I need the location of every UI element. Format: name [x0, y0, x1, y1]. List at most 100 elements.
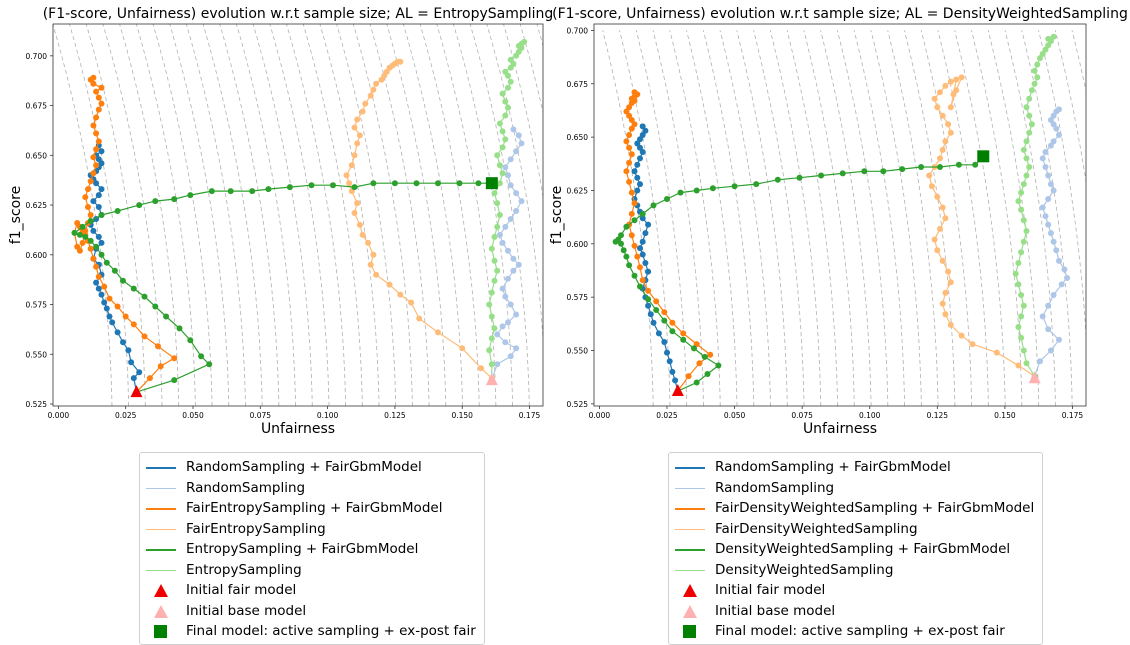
data-point — [1021, 181, 1027, 187]
data-point — [96, 234, 102, 240]
y-tick-label: 0.625 — [26, 201, 48, 210]
data-point — [948, 130, 954, 136]
data-point — [519, 140, 525, 146]
data-point — [494, 200, 500, 206]
data-point — [123, 314, 129, 320]
data-point — [645, 303, 651, 309]
data-point — [519, 198, 525, 204]
data-point — [932, 237, 938, 243]
legend-label: Initial fair model — [715, 582, 825, 598]
data-point — [994, 350, 1000, 356]
x-axis-label: Unfairness — [803, 421, 877, 437]
data-point — [613, 239, 619, 245]
series-line — [616, 156, 984, 391]
data-point — [1024, 104, 1030, 110]
legend-item: FairEntropySampling — [146, 519, 476, 540]
data-point — [1015, 324, 1021, 330]
legend-swatch — [675, 501, 705, 515]
y-tick-label: 0.600 — [567, 240, 589, 249]
y-axis-label: f1_score — [549, 186, 565, 244]
data-point — [489, 314, 495, 320]
legend-label: FairDensityWeightedSampling — [715, 521, 918, 537]
data-point — [1018, 249, 1024, 255]
data-point — [90, 123, 96, 129]
data-point — [136, 369, 142, 375]
data-point — [93, 280, 99, 286]
data-point — [715, 363, 721, 369]
data-point — [1015, 260, 1021, 266]
data-point — [435, 180, 441, 186]
data-point — [918, 164, 924, 170]
data-point — [494, 152, 500, 158]
data-point — [623, 254, 629, 260]
data-point — [171, 355, 177, 361]
data-point — [508, 57, 514, 63]
x-tick-label: 0.075 — [250, 411, 272, 420]
data-point — [104, 260, 110, 266]
data-point — [152, 304, 158, 310]
data-point — [131, 321, 137, 327]
data-point — [637, 245, 643, 251]
data-point — [414, 180, 420, 186]
contour-line — [587, 24, 646, 406]
data-point — [1040, 155, 1046, 161]
data-point — [502, 69, 508, 75]
y-tick-label: 0.675 — [567, 80, 589, 89]
data-point — [352, 184, 358, 190]
contour-line — [720, 30, 771, 406]
data-point — [99, 101, 105, 107]
legend-label: RandomSampling + FairGbmModel — [715, 459, 951, 475]
legend-label: Initial base model — [186, 603, 306, 619]
data-point — [131, 375, 137, 381]
data-point — [618, 232, 624, 238]
data-point — [120, 278, 126, 284]
contour-line — [637, 24, 696, 406]
series-randomsampling — [489, 126, 525, 383]
data-point — [370, 180, 376, 186]
data-point — [880, 168, 886, 174]
data-point — [1037, 358, 1043, 364]
data-point — [397, 59, 403, 65]
data-point — [661, 309, 667, 315]
data-point — [155, 343, 161, 349]
data-point — [136, 202, 142, 208]
legend-item: FairEntropySampling + FairGbmModel — [146, 498, 476, 519]
data-point — [93, 264, 99, 270]
contour-line — [1072, 30, 1123, 406]
data-point — [115, 329, 121, 335]
data-point — [109, 319, 115, 325]
data-point — [330, 182, 336, 188]
contour-line — [955, 30, 1006, 406]
data-point — [642, 230, 648, 236]
y-tick-label: 0.525 — [567, 400, 589, 409]
data-point — [937, 164, 943, 170]
data-point — [1051, 188, 1057, 194]
data-point — [948, 79, 954, 85]
legend-swatch — [675, 481, 705, 495]
data-point — [1040, 205, 1046, 211]
data-point — [1026, 130, 1032, 136]
contour-line — [770, 30, 821, 406]
data-point — [510, 268, 516, 274]
data-point — [1056, 106, 1062, 112]
data-point — [101, 284, 107, 290]
data-point — [505, 248, 511, 254]
y-tick-label: 0.550 — [26, 350, 48, 359]
data-point — [1034, 74, 1040, 80]
data-point — [1045, 36, 1051, 42]
data-point — [147, 375, 153, 381]
data-point — [72, 230, 78, 236]
legend-label: FairEntropySampling + FairGbmModel — [186, 500, 442, 516]
legend-swatch — [675, 460, 705, 474]
x-tick-label: 0.025 — [656, 411, 678, 420]
data-point — [948, 322, 954, 328]
y-tick-label: 0.625 — [567, 186, 589, 195]
legend-swatch — [146, 542, 176, 556]
data-point — [500, 170, 506, 176]
data-point — [640, 252, 646, 258]
legend-label: EntropySampling + FairGbmModel — [186, 541, 418, 557]
data-point — [632, 168, 638, 174]
data-point — [1045, 303, 1051, 309]
data-point — [1024, 360, 1030, 366]
contour-line — [721, 24, 780, 406]
